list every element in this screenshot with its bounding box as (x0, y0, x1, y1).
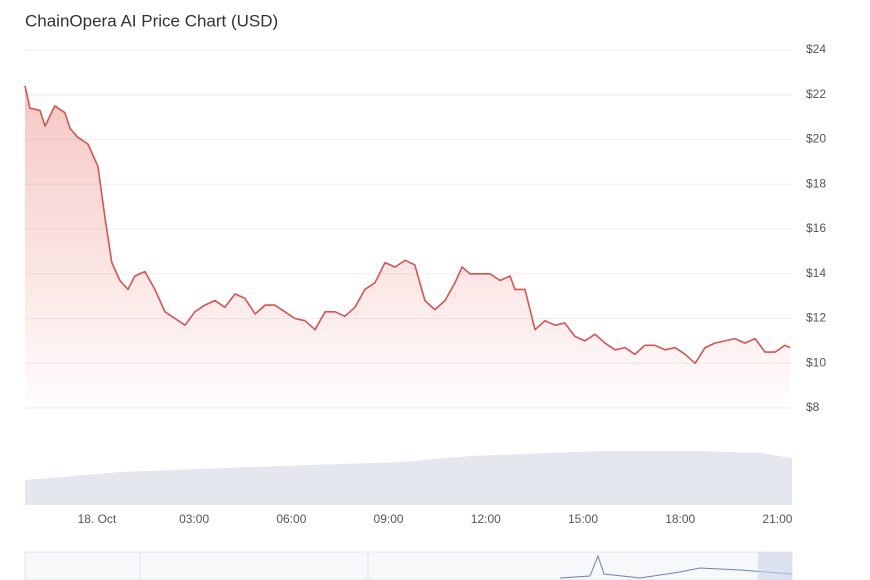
x-tick-label: 03:00 (179, 512, 209, 526)
x-tick-label: 06:00 (276, 512, 306, 526)
y-tick-label: $12 (806, 311, 826, 325)
grid: $8 $10 $12 $14 $16 $18 $20 $22 $24 18. Oct 03:00 06… (25, 42, 826, 526)
chart-title: ChainOpera AI Price Chart (USD) (25, 11, 278, 30)
navigator-frame (24, 551, 793, 580)
price-area (25, 85, 791, 409)
price-line (24, 85, 791, 365)
y-tick-label: $14 (806, 266, 826, 280)
x-tick-label: 21:00 (762, 512, 792, 526)
x-tick-label: 18:00 (665, 512, 695, 526)
y-tick-label: $16 (806, 221, 826, 235)
x-tick-label: 12:00 (471, 512, 501, 526)
y-tick-label: $8 (806, 400, 820, 414)
y-tick-label: $10 (806, 355, 826, 369)
plot (24, 85, 791, 409)
y-tick-label: $18 (806, 176, 826, 190)
x-tick-label: 15:00 (568, 512, 598, 526)
navigator-line (559, 554, 793, 579)
navigator (24, 551, 793, 580)
x-tick-label: 09:00 (374, 512, 404, 526)
y-tick-label: $22 (806, 87, 826, 101)
navigator-selection[interactable] (758, 552, 792, 580)
y-tick-label: $20 (806, 132, 826, 146)
y-tick-label: $24 (806, 42, 826, 56)
x-tick-label: 18. Oct (78, 512, 117, 526)
volume-area (25, 451, 792, 505)
